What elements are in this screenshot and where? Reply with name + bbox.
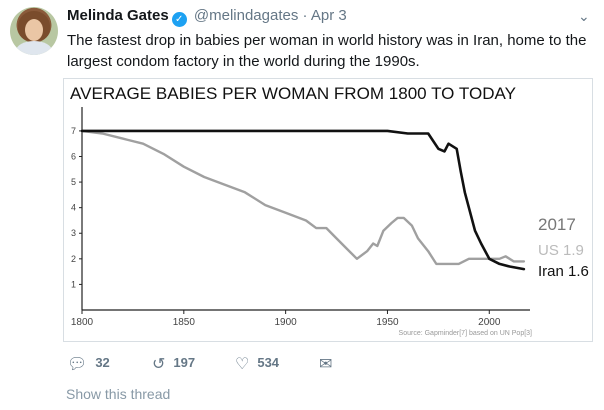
chart-title: AVERAGE BABIES PER WOMAN FROM 1800 TO TO… — [70, 84, 516, 103]
chart-lines — [80, 129, 526, 271]
retweet-icon: ↺ — [152, 356, 166, 373]
chart-source: Source: Gapminder[7] based on UN Pop[3] — [399, 330, 533, 337]
chart-axes: 1 2 3 4 5 6 7 1800 1850 1900 1950 2000 — [71, 107, 530, 328]
author-name[interactable]: Melinda Gates — [67, 7, 169, 24]
retweet-count: 197 — [173, 355, 196, 370]
x-tick-label: 1950 — [376, 317, 399, 328]
dm-button[interactable]: ✉ — [319, 354, 340, 374]
tweet-text: The fastest drop in babies per woman in … — [67, 32, 587, 70]
like-button[interactable]: ♡ 534 — [235, 354, 279, 374]
x-tick-label: 1800 — [71, 317, 94, 328]
y-tick-label: 3 — [71, 228, 76, 238]
like-count: 534 — [257, 355, 280, 370]
y-tick-label: 4 — [71, 203, 76, 213]
reply-button[interactable]: 💬︎ 32 — [67, 354, 110, 374]
series-line-iran — [80, 129, 526, 271]
x-tick-label: 1850 — [173, 317, 196, 328]
separator-dot: · — [302, 7, 308, 24]
reply-count: 32 — [95, 355, 110, 370]
y-tick-label: 6 — [71, 151, 76, 161]
end-label-us: US 1.9 — [538, 242, 584, 259]
reply-icon: 💬︎ — [67, 356, 88, 373]
verified-badge-icon: ✓ — [171, 12, 187, 27]
chart-card[interactable]: AVERAGE BABIES PER WOMAN FROM 1800 TO TO… — [63, 78, 593, 342]
avatar-face — [25, 19, 43, 41]
y-tick-label: 1 — [71, 279, 76, 289]
chart-end-labels: 2017 US 1.9 Iran 1.6 — [538, 215, 589, 280]
end-label-year: 2017 — [538, 215, 576, 234]
heart-icon: ♡ — [235, 356, 250, 373]
y-tick-label: 5 — [71, 177, 76, 187]
avatar-shoulders — [16, 41, 52, 55]
series-line-us — [80, 129, 526, 266]
envelope-icon: ✉ — [319, 356, 333, 373]
chevron-down-icon[interactable]: ⌄ — [578, 8, 590, 24]
y-tick-label: 2 — [71, 254, 76, 264]
end-label-iran: Iran 1.6 — [538, 263, 589, 280]
tweet-header: Melinda Gates ✓ @melindagates · Apr 3 — [67, 6, 347, 27]
x-tick-label: 2000 — [478, 317, 501, 328]
show-thread-link[interactable]: Show this thread — [66, 386, 171, 402]
retweet-button[interactable]: ↺ 197 — [152, 354, 195, 374]
avatar[interactable] — [10, 7, 58, 55]
chart: AVERAGE BABIES PER WOMAN FROM 1800 TO TO… — [70, 84, 589, 337]
tweet-date[interactable]: Apr 3 — [310, 7, 347, 24]
x-tick-label: 1900 — [275, 317, 298, 328]
author-handle[interactable]: @melindagates — [193, 7, 299, 24]
y-tick-label: 7 — [71, 126, 76, 136]
